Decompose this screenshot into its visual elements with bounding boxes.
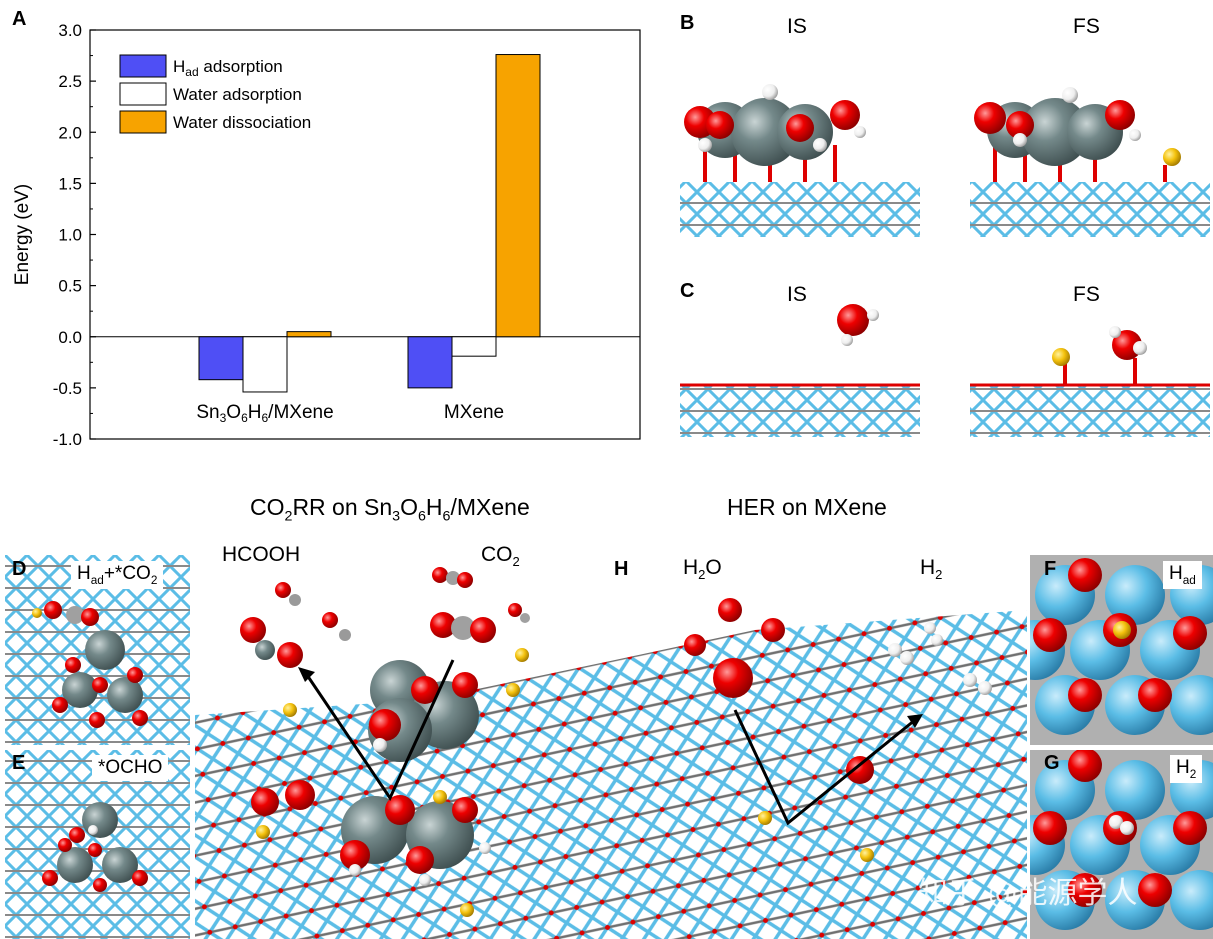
legend-entry: Had adsorption xyxy=(173,57,283,79)
y-tick-label: 1.5 xyxy=(58,174,82,193)
y-tick-label: -1.0 xyxy=(53,430,82,449)
panel-b-structure xyxy=(680,84,1210,237)
c-fs-label: FS xyxy=(1073,283,1100,306)
g-state-label: H2 xyxy=(1170,755,1203,783)
category-label: Sn3O6H6/MXene xyxy=(196,402,333,425)
y-tick-label: 2.0 xyxy=(58,123,82,142)
bar xyxy=(286,331,332,338)
co2rr-title: CO2RR on Sn3O6H6/MXene xyxy=(250,494,530,525)
legend-swatch xyxy=(119,54,167,78)
y-tick-label: 0.0 xyxy=(58,328,82,347)
panel-label-d: D xyxy=(12,558,27,580)
bar xyxy=(198,336,244,381)
y-tick-label: 3.0 xyxy=(58,21,82,40)
h2-label: H2 xyxy=(920,556,943,583)
watermark: 知乎 @能源学人 xyxy=(918,876,1138,911)
energy-bar-chart: -1.0 -0.5 0.0 0.5 1.0 1.5 2.0 2.5 3.0 Energy (eV)… xyxy=(12,21,641,449)
panel-f-structure xyxy=(1030,555,1213,745)
bar xyxy=(407,336,453,389)
legend-entry: Water adsorption xyxy=(173,85,302,104)
b-is-label: IS xyxy=(787,15,807,38)
y-tick-label: 2.5 xyxy=(58,72,82,91)
panel-label-g: G xyxy=(1044,752,1060,774)
hcooh-label: HCOOH xyxy=(222,543,301,566)
y-tick-label: -0.5 xyxy=(53,379,82,398)
catalysis-scene xyxy=(195,567,1027,939)
legend-entry: Water dissociation xyxy=(173,113,311,132)
her-title: HER on MXene xyxy=(727,494,887,520)
bar xyxy=(242,336,288,393)
panel-label-b: B xyxy=(680,12,695,34)
panel-e-structure xyxy=(5,750,190,939)
b-fs-label: FS xyxy=(1073,15,1100,38)
panel-c-structure xyxy=(680,304,1210,437)
y-tick-label: 1.0 xyxy=(58,226,82,245)
co2-label: CO2 xyxy=(481,543,520,570)
e-state-label: *OCHO xyxy=(92,755,169,781)
panel-label-a: A xyxy=(12,8,27,30)
legend-swatch xyxy=(119,110,167,134)
bar xyxy=(451,336,497,357)
h2o-label: H2O xyxy=(683,556,722,583)
f-state-label: Had xyxy=(1163,561,1202,589)
panel-label-h: H xyxy=(614,558,629,580)
bar xyxy=(495,54,541,338)
panel-label-f: F xyxy=(1044,558,1057,580)
c-is-label: IS xyxy=(787,283,807,306)
category-label: MXene xyxy=(444,402,504,423)
y-tick-label: 0.5 xyxy=(58,277,82,296)
panel-label-e: E xyxy=(12,752,26,774)
y-axis-label: Energy (eV) xyxy=(12,184,33,285)
panel-label-c: C xyxy=(680,280,695,302)
legend-swatch xyxy=(119,82,167,106)
d-state-label: Had+*CO2 xyxy=(71,561,164,589)
